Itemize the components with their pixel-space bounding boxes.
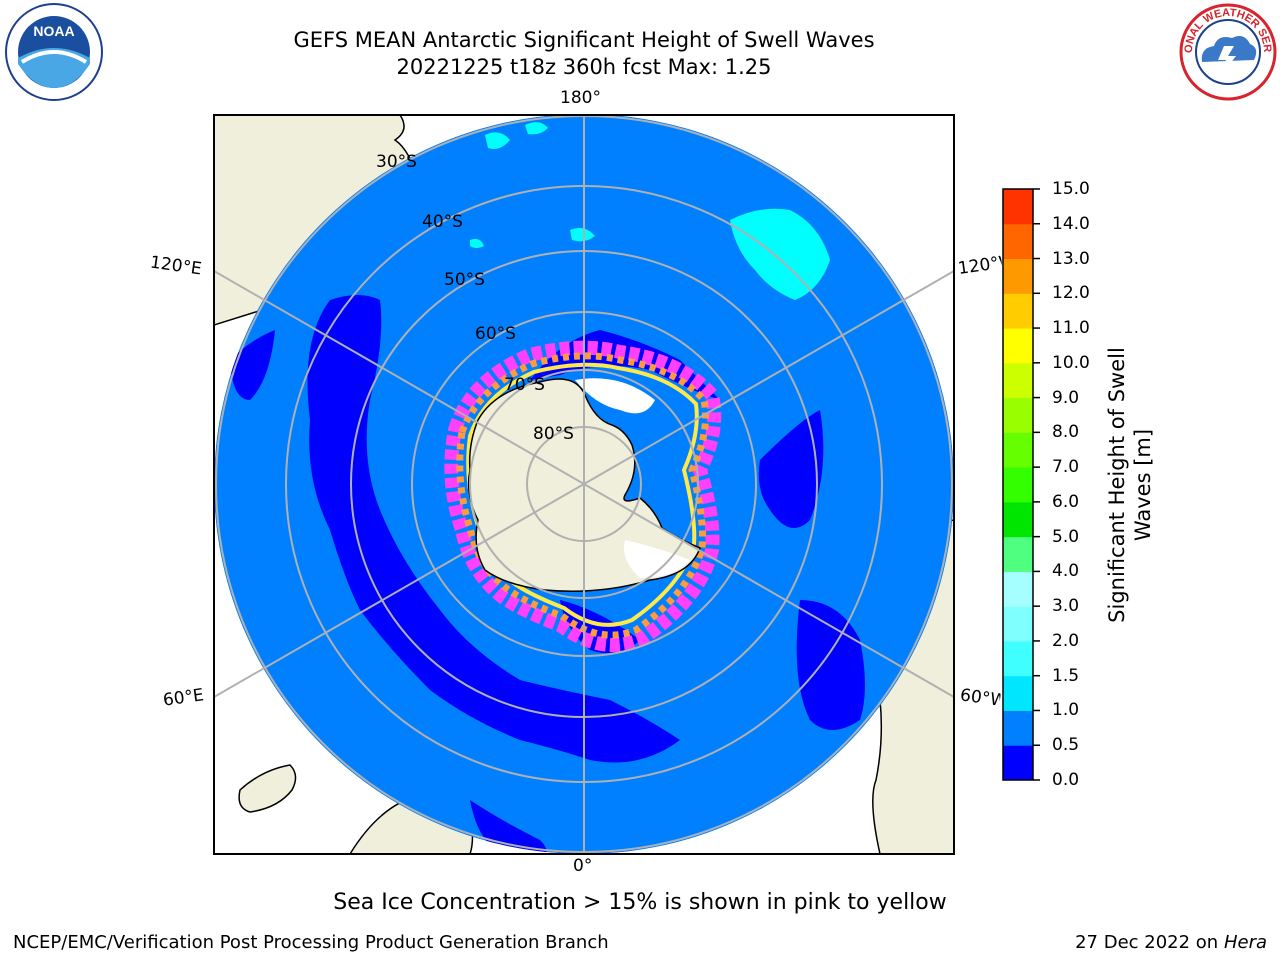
colorbar	[1003, 189, 1033, 781]
colorbar-bin	[1003, 710, 1033, 746]
colorbar-label-line1: Significant Height of Swell	[1105, 347, 1129, 623]
ice-shelf-white	[575, 378, 690, 578]
colorbar-tick-label: 14.0	[1052, 213, 1090, 234]
date-text: 27 Dec 2022 on	[1075, 932, 1219, 953]
colorbar-tick-label: 15.0	[1052, 179, 1090, 199]
colorbar-tick-label: 12.0	[1052, 283, 1090, 304]
lon-label-180: 180°	[560, 88, 601, 108]
date-stamp: 27 Dec 2022 on Hera	[1075, 932, 1267, 953]
colorbar-tick-marks	[1033, 188, 1040, 781]
nws-logo: NATIONAL WEATHER SERVICE	[1178, 2, 1277, 101]
colorbar-tick-label: 1.0	[1052, 700, 1080, 721]
lat-label-80s: 80°S	[533, 424, 574, 444]
colorbar-bin	[1003, 571, 1033, 607]
colorbar-bin	[1003, 223, 1033, 260]
colorbar-bin	[1003, 501, 1033, 538]
colorbar-tick-label: 6.0	[1052, 491, 1080, 512]
lat-label-30s: 30°S	[376, 152, 417, 172]
credit-line: NCEP/EMC/Verification Post Processing Pr…	[13, 932, 609, 953]
colorbar-bin	[1003, 362, 1033, 399]
colorbar-label-line2: Waves [m]	[1131, 428, 1155, 542]
colorbar-bin	[1003, 432, 1033, 468]
colorbar-bin	[1003, 536, 1033, 572]
colorbar-bin	[1003, 189, 1033, 225]
colorbar-tick-label: 7.0	[1052, 457, 1080, 478]
lat-label-60s: 60°S	[475, 324, 516, 344]
lon-label-0: 0°	[573, 856, 593, 876]
colorbar-bin	[1003, 258, 1033, 294]
colorbar-tick-label: 4.0	[1052, 561, 1080, 582]
colorbar-bin	[1003, 467, 1033, 503]
map-frame	[213, 114, 955, 855]
noaa-logo: NOAA	[5, 3, 103, 101]
colorbar-bin	[1003, 640, 1033, 677]
colorbar-tick-label: 11.0	[1052, 318, 1090, 339]
colorbar-tick-label: 0.0	[1052, 770, 1080, 790]
lat-label-70s: 70°S	[504, 375, 545, 395]
colorbar-tick-label: 8.0	[1052, 422, 1080, 443]
noaa-logo-text: NOAA	[33, 23, 74, 39]
colorbar-bin	[1003, 328, 1033, 364]
graticule	[214, 115, 954, 854]
colorbar-frame	[1002, 188, 1034, 781]
moderate-swell-areas	[470, 122, 830, 300]
colorbar-bin	[1003, 606, 1033, 642]
lat-label-50s: 50°S	[444, 270, 485, 290]
colorbar-label: Significant Height of Swell Waves [m]	[1104, 320, 1156, 650]
colorbar-bin	[1003, 745, 1033, 781]
colorbar-tick-label: 13.0	[1052, 248, 1090, 269]
colorbar-bin	[1003, 675, 1033, 711]
colorbar-bin	[1003, 293, 1033, 329]
colorbar-tick-label: 3.0	[1052, 596, 1080, 617]
title-line-2: 20221225 t18z 360h fcst Max: 1.25	[396, 55, 772, 79]
colorbar-tick-label: 1.5	[1052, 665, 1080, 686]
host-name: Hera	[1223, 932, 1267, 953]
colorbar-tick-label: 2.0	[1052, 630, 1080, 651]
colorbar-bin	[1003, 397, 1033, 433]
sea-ice-note: Sea Ice Concentration > 15% is shown in …	[333, 890, 947, 915]
madagascar-land	[238, 764, 297, 813]
colorbar-tick-label: 9.0	[1052, 387, 1080, 408]
colorbar-tick-label: 0.5	[1052, 735, 1080, 756]
title-line-1: GEFS MEAN Antarctic Significant Height o…	[293, 28, 875, 52]
colorbar-tick-label: 10.0	[1052, 352, 1090, 373]
lat-label-40s: 40°S	[422, 212, 462, 232]
colorbar-tick-label: 5.0	[1052, 526, 1080, 547]
meridian-60e-120w	[214, 270, 954, 698]
